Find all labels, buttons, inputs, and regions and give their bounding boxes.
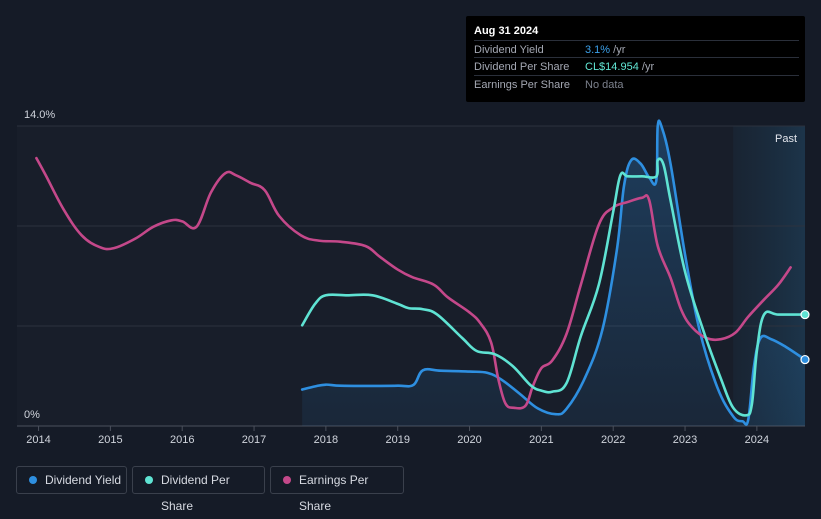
x-tick-label: 2014: [26, 434, 50, 446]
legend-dividend-yield[interactable]: Dividend Yield: [16, 466, 127, 494]
tooltip-value: No data: [585, 79, 624, 91]
x-tick-label: 2017: [242, 434, 266, 446]
series-end-marker: [800, 309, 810, 320]
dividend-chart: 14.0% 0% Past 2014 2015 2016 2017 2018 2019 20…: [17, 109, 810, 446]
x-tick-label: 2015: [98, 434, 122, 446]
legend-dot-icon: [145, 476, 153, 484]
series-area-dividend-yield: [302, 120, 805, 426]
x-tick-label: 2018: [314, 434, 338, 446]
x-tick-label: 2023: [673, 434, 697, 446]
tooltip-value-number: CL$14.954: [585, 61, 639, 73]
tooltip-row-dividend-per-share: Dividend Per Share CL$14.954 /yr: [474, 57, 799, 75]
tooltip-unit: /yr: [610, 44, 626, 56]
legend-earnings-per-share[interactable]: Earnings Per Share: [270, 466, 404, 513]
series-line-dividend-yield[interactable]: [300, 119, 807, 426]
legend-label: Dividend Yield: [45, 473, 122, 487]
series-end-marker: [800, 354, 810, 365]
tooltip-label: Dividend Yield: [474, 44, 544, 56]
tooltip-value: CL$14.954 /yr: [585, 61, 654, 73]
tooltip: Aug 31 2024 Dividend Yield 3.1% /yr Divi…: [466, 16, 805, 102]
x-tick-label: 2016: [170, 434, 194, 446]
y-axis-top-label: 14.0%: [24, 109, 55, 121]
past-label: Past: [775, 133, 797, 145]
x-tick-label: 2022: [601, 434, 625, 446]
tooltip-row-dividend-yield: Dividend Yield 3.1% /yr: [474, 40, 799, 58]
series-line-earnings-per-share[interactable]: [35, 156, 792, 410]
legend-dividend-per-share[interactable]: Dividend Per Share: [132, 466, 265, 513]
tooltip-value-number: 3.1%: [585, 44, 611, 56]
legend-dot-icon: [29, 476, 37, 484]
tooltip-unit: /yr: [638, 61, 655, 73]
legend-dot-icon: [283, 476, 291, 484]
y-axis-bottom-label: 0%: [24, 409, 40, 421]
series-line-dividend-per-share[interactable]: [300, 157, 807, 417]
tooltip-row-earnings-per-share: Earnings Per Share No data: [474, 75, 799, 93]
x-axis-ticks: 2014 2015 2016 2017 2018 2019 2020 2021 2022 2023…: [26, 426, 769, 446]
x-tick-label: 2020: [457, 434, 481, 446]
tooltip-label: Dividend Per Share: [474, 61, 570, 73]
series-layer: [35, 119, 810, 426]
x-tick-label: 2019: [385, 434, 409, 446]
tooltip-label: Earnings Per Share: [474, 79, 570, 91]
x-tick-label: 2021: [529, 434, 553, 446]
tooltip-value: 3.1% /yr: [585, 44, 625, 56]
x-tick-label: 2024: [745, 434, 769, 446]
tooltip-value-number: No data: [585, 79, 624, 91]
tooltip-date: Aug 31 2024: [474, 25, 539, 37]
